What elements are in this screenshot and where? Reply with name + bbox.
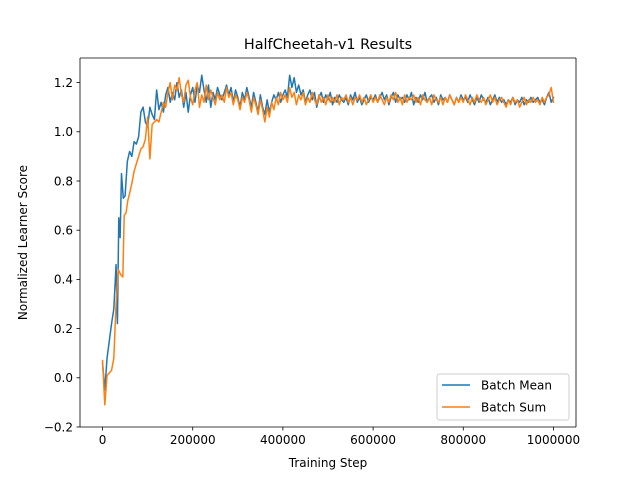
y-tick-label: 1.0 [54, 125, 73, 139]
legend: Batch Mean Batch Sum [436, 373, 570, 421]
axes-layer: 0 200000 400000 600000 800000 1000000 −0.2 0.0 0… [44, 57, 580, 447]
series-layer [101, 74, 555, 406]
series-line-batch-sum [101, 76, 555, 406]
y-tick-label: 0.4 [54, 273, 73, 287]
chart-title: HalfCheetah-v1 Results [244, 37, 412, 53]
x-tick-label: 1000000 [527, 433, 580, 447]
x-tick-label: 400000 [260, 433, 306, 447]
x-tick-label: 0 [99, 433, 107, 447]
plot-area [80, 58, 576, 427]
x-tick-label: 600000 [350, 433, 396, 447]
x-tick-label: 800000 [440, 433, 486, 447]
y-tick-label: 0.8 [54, 174, 73, 188]
y-tick-label: 0.2 [54, 322, 73, 336]
x-tick-label: 200000 [170, 433, 216, 447]
legend-label-batch-sum: Batch Sum [481, 401, 546, 415]
y-tick-label: 0.0 [54, 371, 73, 385]
series-line-batch-mean [101, 74, 555, 391]
legend-label-batch-mean: Batch Mean [481, 379, 552, 393]
y-axis-label: Normalized Learner Score [16, 165, 30, 320]
x-axis-label: Training Step [288, 456, 368, 470]
y-tick-label: 1.2 [54, 76, 73, 90]
y-tick-label: 0.6 [54, 224, 73, 238]
y-tick-label: −0.2 [44, 420, 73, 434]
